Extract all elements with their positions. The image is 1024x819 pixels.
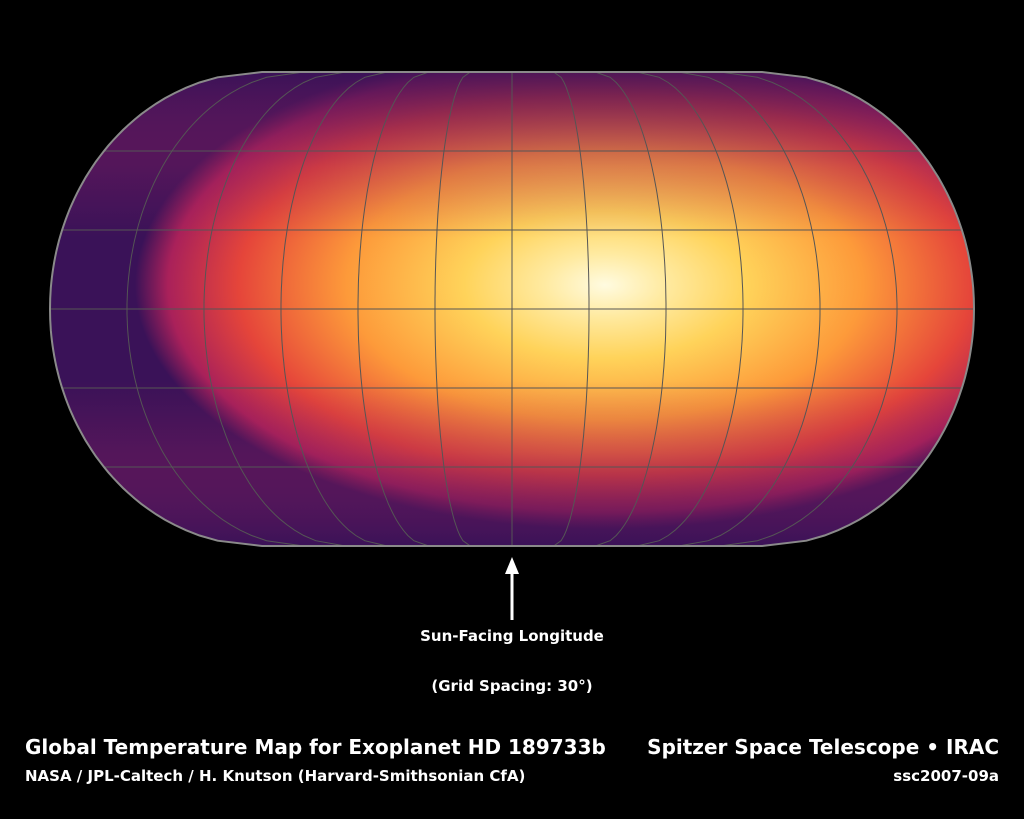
temperature-map	[48, 71, 976, 547]
image-id: ssc2007-09a	[893, 767, 999, 785]
image-title: Global Temperature Map for Exoplanet HD …	[25, 735, 606, 759]
graticule-grid	[50, 72, 974, 546]
up-arrow-icon	[505, 557, 519, 574]
map-outline	[48, 71, 976, 547]
image-credit: NASA / JPL-Caltech / H. Knutson (Harvard…	[25, 767, 526, 785]
instrument-title: Spitzer Space Telescope • IRAC	[647, 735, 999, 759]
grid-spacing-label: (Grid Spacing: 30°)	[431, 677, 593, 695]
sun-facing-longitude-label: Sun-Facing Longitude	[420, 627, 604, 645]
arrow-layer	[505, 557, 519, 620]
